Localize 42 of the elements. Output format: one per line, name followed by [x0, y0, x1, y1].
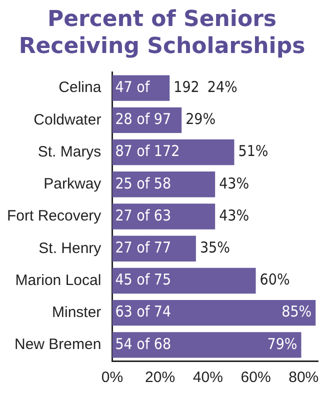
- annotation: 47 of: [115, 78, 151, 96]
- x-tick-label: 40%: [192, 369, 223, 386]
- y-tick-label: Coldwater: [34, 111, 102, 128]
- data-label: 43%: [219, 174, 250, 192]
- y-tick-label: New Bremen: [14, 336, 102, 354]
- data-label: 51%: [238, 142, 268, 160]
- y-tick-label: Celina: [58, 79, 102, 96]
- x-tick-label: 20%: [145, 369, 176, 386]
- annotation: 45 of 75: [115, 270, 172, 289]
- data-label: 60%: [260, 270, 290, 289]
- x-tick-label: 80%: [288, 369, 319, 386]
- bar: [112, 75, 170, 101]
- bar: [112, 332, 302, 358]
- annotation: 63 of 74: [115, 302, 172, 321]
- y-tick-label: Fort Recovery: [6, 208, 102, 225]
- y-tick-label: St. Henry: [38, 240, 102, 257]
- annotation: 25 of 58: [115, 174, 172, 192]
- y-tick-label: St. Marys: [38, 143, 102, 160]
- x-tick-label: 60%: [240, 369, 271, 386]
- data-label: 24%: [207, 78, 238, 96]
- data-label: 35%: [200, 238, 230, 256]
- y-tick-label: Marion Local: [15, 272, 102, 289]
- annotation: 27 of 77: [115, 238, 172, 256]
- annotation: 28 of 97: [115, 110, 172, 128]
- bar: [112, 300, 316, 326]
- data-label: 85%: [282, 302, 312, 321]
- data-label: 29%: [186, 110, 216, 128]
- y-tick-label: Minster: [52, 304, 102, 321]
- x-tick-label: 0%: [101, 369, 124, 386]
- data-label: 79%: [267, 334, 298, 353]
- annotation: 54 of 68: [115, 334, 172, 353]
- chart-title: Percent of Seniors Receiving Scholarships: [18, 6, 306, 60]
- bar: [112, 236, 196, 262]
- bar: [112, 139, 234, 166]
- annotation: 87 of 172: [115, 142, 180, 160]
- data-label: 43%: [219, 206, 250, 224]
- y-tick-label: Parkway: [44, 176, 102, 193]
- annotation: 192: [174, 78, 200, 96]
- annotation: 27 of 63: [115, 206, 172, 224]
- bar: [112, 268, 256, 294]
- bar: [112, 172, 216, 198]
- bar: [112, 204, 216, 230]
